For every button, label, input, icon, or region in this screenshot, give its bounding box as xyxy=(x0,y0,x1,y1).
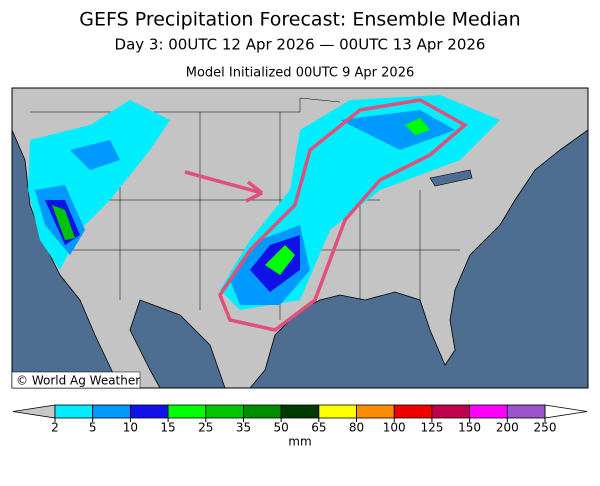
tick-label: 35 xyxy=(236,421,251,435)
color-bin xyxy=(129,404,169,419)
below-range xyxy=(12,404,56,419)
subtitle: Day 3: 00UTC 12 Apr 2026 — 00UTC 13 Apr … xyxy=(115,36,486,54)
init-time: Model Initialized 00UTC 9 Apr 2026 xyxy=(186,66,415,81)
annotation xyxy=(184,98,469,332)
tick-label: 100 xyxy=(383,421,406,435)
tick-label: 80 xyxy=(349,421,364,435)
map-frame xyxy=(11,87,589,389)
colorbar: 2 5 10 15 25 35 50 65 80 100 125 150 200 250 xyxy=(12,404,588,435)
tick-label: 200 xyxy=(496,421,519,435)
color-bin xyxy=(393,404,433,419)
color-bin xyxy=(506,404,546,419)
tick-label: 125 xyxy=(420,421,443,435)
tick-label: 65 xyxy=(311,421,326,435)
color-bin xyxy=(431,404,471,419)
tick-label: 5 xyxy=(89,421,97,435)
tick-label: 10 xyxy=(123,421,138,435)
color-bin xyxy=(92,404,131,419)
colorbar-unit: mm xyxy=(288,435,311,449)
tick-label: 250 xyxy=(534,421,557,435)
color-bin xyxy=(54,404,94,419)
map: © World Ag Weather xyxy=(11,87,589,389)
tick-label: 150 xyxy=(458,421,481,435)
title: GEFS Precipitation Forecast: Ensemble Me… xyxy=(79,9,520,31)
tick-label: 2 xyxy=(51,421,59,435)
above-range xyxy=(544,404,588,419)
color-bin xyxy=(469,404,508,419)
tick-label: 50 xyxy=(274,421,289,435)
credit: © World Ag Weather xyxy=(16,374,140,388)
tick-label: 25 xyxy=(198,421,213,435)
credit-box xyxy=(11,371,141,389)
tick-label: 15 xyxy=(160,421,175,435)
color-bin xyxy=(243,404,282,419)
color-bin xyxy=(318,404,357,419)
color-bin xyxy=(205,404,244,419)
color-bin xyxy=(356,404,395,419)
color-bin xyxy=(280,404,320,419)
color-bin xyxy=(167,404,207,419)
